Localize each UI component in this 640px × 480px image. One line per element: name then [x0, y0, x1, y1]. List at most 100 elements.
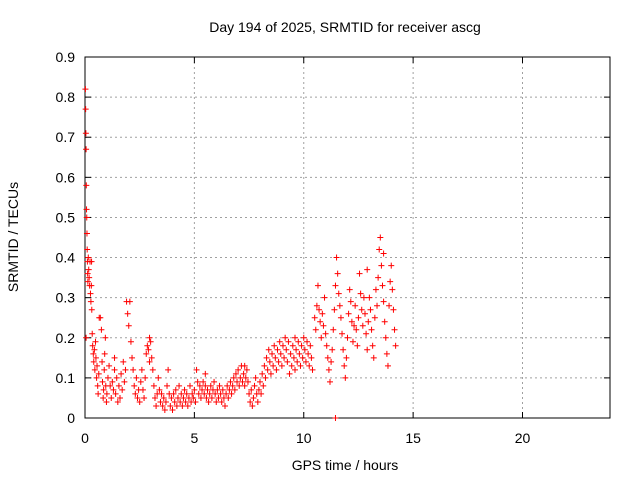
- data-point: [202, 382, 209, 389]
- data-point: [150, 382, 157, 389]
- data-point: [101, 350, 108, 357]
- data-point: [333, 254, 340, 261]
- data-point: [322, 330, 329, 337]
- data-point: [109, 378, 116, 385]
- data-point: [211, 378, 218, 385]
- data-point: [207, 382, 214, 389]
- data-point: [149, 366, 156, 373]
- data-point: [103, 398, 110, 405]
- data-point: [174, 394, 181, 401]
- data-point: [117, 394, 123, 401]
- data-point: [317, 318, 324, 325]
- data-point: [157, 398, 164, 405]
- data-point: [353, 326, 360, 333]
- y-tick-label: 0.7: [56, 129, 76, 145]
- data-point: [82, 130, 89, 137]
- data-point: [360, 294, 367, 301]
- data-point: [243, 366, 250, 373]
- data-point: [165, 366, 172, 373]
- data-point: [93, 374, 100, 381]
- data-point: [269, 350, 276, 357]
- x-tick-label: 20: [515, 430, 531, 446]
- data-point: [264, 366, 271, 373]
- data-point: [110, 386, 117, 393]
- data-point: [286, 370, 293, 377]
- data-point: [88, 282, 95, 289]
- data-point: [94, 362, 101, 369]
- y-tick-label: 0.1: [56, 370, 76, 386]
- data-point: [369, 342, 376, 349]
- data-point: [228, 390, 235, 397]
- data-point: [281, 354, 288, 361]
- data-point: [339, 330, 346, 337]
- data-point: [328, 358, 335, 365]
- data-point: [266, 358, 273, 365]
- data-point: [219, 386, 226, 393]
- data-point: [214, 386, 221, 393]
- y-tick-label: 0.3: [56, 290, 76, 306]
- data-point: [193, 366, 200, 373]
- data-point: [176, 382, 183, 389]
- y-axis-ticks: 0 0.1 0.2 0.3 0.4 0.5 0.6 0.7 0.8 0.9: [56, 49, 610, 426]
- x-tick-label: 15: [405, 430, 421, 446]
- data-point: [160, 394, 167, 401]
- data-point: [288, 362, 295, 369]
- data-point: [336, 302, 343, 309]
- data-point: [321, 294, 328, 301]
- data-point: [92, 338, 99, 345]
- data-point: [126, 298, 133, 305]
- data-point: [83, 334, 90, 341]
- data-point: [100, 386, 107, 393]
- plot-frame: [84, 56, 611, 419]
- data-point: [341, 362, 348, 369]
- data-point: [345, 310, 352, 317]
- data-point: [206, 390, 213, 397]
- data-point: [95, 390, 102, 397]
- data-point: [118, 370, 125, 377]
- data-point: [88, 258, 95, 265]
- data-points: [82, 86, 399, 421]
- data-point: [82, 86, 89, 93]
- data-point: [90, 358, 97, 365]
- data-point: [84, 278, 91, 285]
- x-tick-label: 10: [296, 430, 312, 446]
- data-point: [120, 358, 127, 365]
- data-point: [272, 354, 279, 361]
- gridlines: [85, 57, 610, 418]
- data-point: [84, 246, 91, 253]
- data-point: [147, 338, 154, 345]
- data-point: [192, 398, 199, 405]
- data-point: [83, 146, 90, 153]
- data-point: [224, 382, 231, 389]
- data-point: [231, 386, 238, 393]
- data-point: [383, 350, 390, 357]
- data-point: [320, 322, 327, 329]
- data-point: [208, 394, 215, 401]
- data-point: [276, 338, 283, 345]
- data-point: [252, 374, 259, 381]
- data-point: [325, 366, 332, 373]
- data-point: [372, 286, 379, 293]
- data-point: [359, 322, 366, 329]
- data-point: [387, 278, 394, 285]
- data-point: [223, 390, 230, 397]
- y-tick-label: 0.9: [56, 49, 76, 65]
- data-point: [260, 382, 267, 389]
- data-point: [378, 262, 385, 269]
- data-point: [85, 266, 92, 273]
- data-point: [189, 390, 196, 397]
- data-point: [138, 366, 145, 373]
- data-point: [102, 334, 109, 341]
- data-point: [349, 338, 356, 345]
- data-point: [141, 394, 148, 401]
- data-point: [83, 182, 90, 189]
- data-point: [274, 346, 281, 353]
- data-point: [323, 342, 330, 349]
- y-tick-label: 0.5: [56, 209, 76, 225]
- data-point: [295, 338, 302, 345]
- data-point: [292, 334, 298, 341]
- x-axis-ticks: 0 5 10 15 20: [81, 57, 530, 446]
- data-point: [262, 374, 269, 381]
- data-point: [324, 354, 331, 361]
- data-point: [92, 354, 99, 361]
